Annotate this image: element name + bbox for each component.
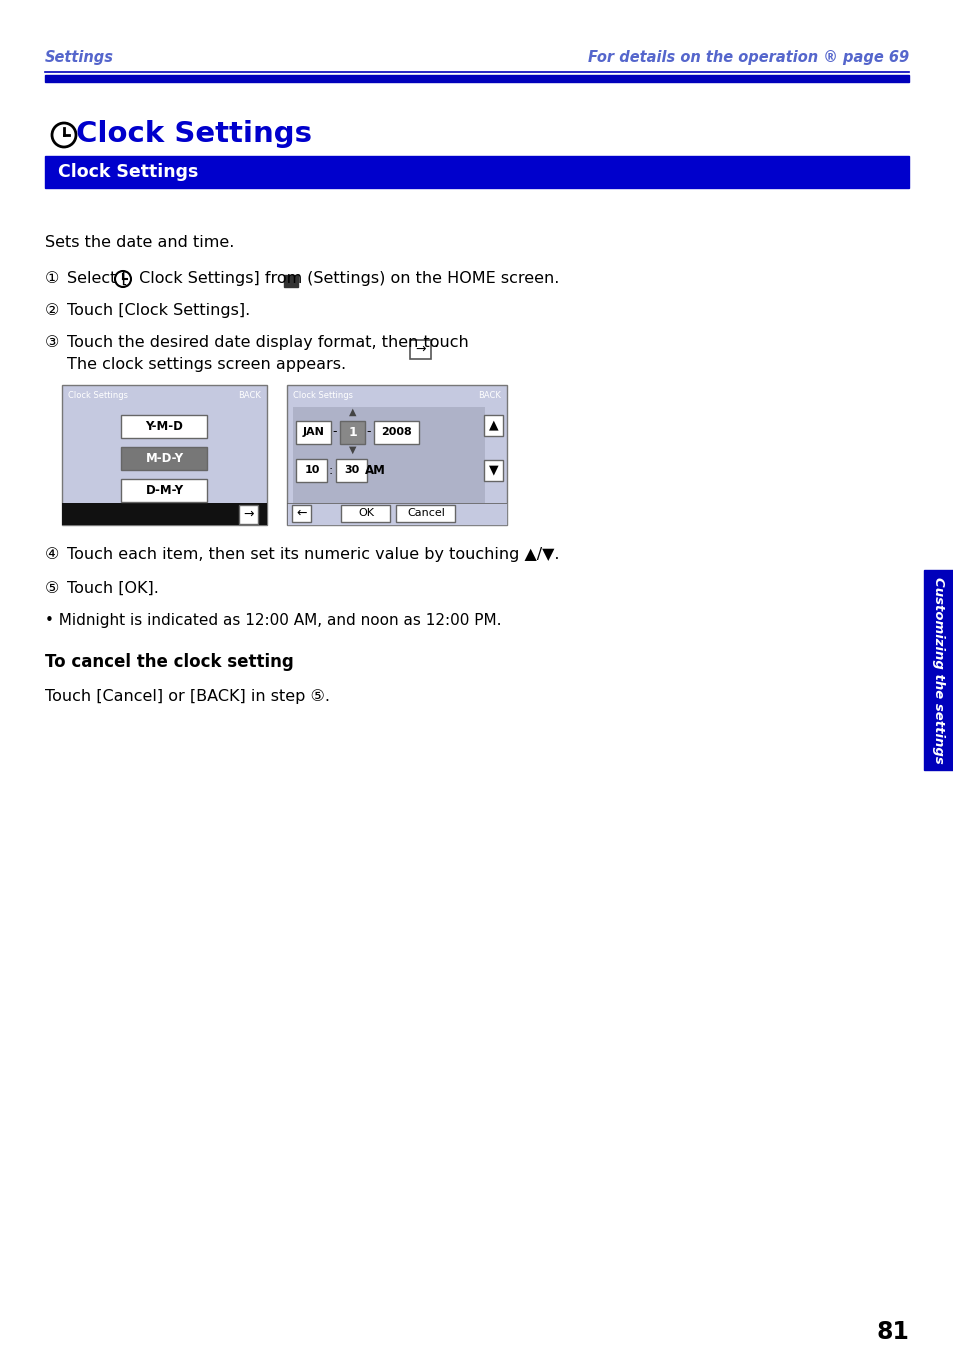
Text: The clock settings screen appears.: The clock settings screen appears.: [67, 357, 346, 372]
Text: ②: ②: [45, 303, 59, 318]
Text: Touch the desired date display format, then touch: Touch the desired date display format, t…: [67, 335, 474, 350]
Text: For details on the operation ® page 69: For details on the operation ® page 69: [587, 50, 908, 65]
Text: OK: OK: [357, 508, 374, 518]
Text: Clock Settings] from: Clock Settings] from: [133, 271, 307, 286]
Bar: [293, 407, 484, 503]
FancyBboxPatch shape: [375, 421, 419, 444]
Text: 30: 30: [344, 465, 359, 475]
Text: • Midnight is indicated as 12:00 AM, and noon as 12:00 PM.: • Midnight is indicated as 12:00 AM, and…: [45, 613, 501, 628]
Text: ▼: ▼: [349, 445, 356, 455]
Text: AM: AM: [364, 464, 385, 476]
Text: BACK: BACK: [477, 392, 500, 400]
Text: (Settings) on the HOME screen.: (Settings) on the HOME screen.: [302, 271, 558, 286]
Text: Sets the date and time.: Sets the date and time.: [45, 235, 234, 250]
Text: ▲: ▲: [489, 418, 498, 432]
Text: 2008: 2008: [381, 427, 412, 437]
Text: ⑤: ⑤: [45, 581, 59, 596]
FancyBboxPatch shape: [396, 505, 455, 521]
Text: D-M-Y: D-M-Y: [145, 483, 183, 497]
Text: ③: ③: [45, 335, 59, 350]
Text: Clock Settings: Clock Settings: [58, 163, 198, 180]
FancyBboxPatch shape: [121, 446, 208, 470]
FancyBboxPatch shape: [296, 421, 331, 444]
FancyBboxPatch shape: [121, 479, 208, 502]
Text: ①: ①: [45, 271, 59, 286]
Bar: [62, 503, 267, 525]
Text: To cancel the clock setting: To cancel the clock setting: [45, 653, 294, 670]
Text: Clock Settings: Clock Settings: [293, 392, 353, 400]
Text: JAN: JAN: [303, 427, 325, 437]
Text: Touch [Clock Settings].: Touch [Clock Settings].: [67, 303, 250, 318]
Text: 81: 81: [875, 1320, 908, 1343]
FancyBboxPatch shape: [121, 414, 208, 437]
FancyBboxPatch shape: [239, 505, 258, 524]
FancyBboxPatch shape: [296, 459, 327, 482]
Text: Customizing the settings: Customizing the settings: [931, 577, 944, 764]
FancyBboxPatch shape: [410, 339, 431, 358]
Text: →: →: [244, 508, 254, 521]
Text: Touch [Cancel] or [BACK] in step ⑤.: Touch [Cancel] or [BACK] in step ⑤.: [45, 689, 330, 704]
Text: 1: 1: [348, 426, 357, 438]
FancyBboxPatch shape: [341, 505, 390, 521]
Text: .: .: [433, 335, 437, 350]
Text: -: -: [366, 426, 371, 438]
Bar: [287, 385, 506, 525]
Text: Settings: Settings: [45, 50, 113, 65]
Text: Cancel: Cancel: [407, 508, 444, 518]
FancyBboxPatch shape: [484, 414, 503, 436]
Bar: [62, 385, 267, 525]
Text: Touch [OK].: Touch [OK].: [67, 581, 159, 596]
Text: Y-M-D: Y-M-D: [146, 419, 183, 433]
Bar: [287, 503, 506, 525]
Text: ▼: ▼: [489, 464, 498, 476]
Bar: [45, 156, 908, 189]
Text: :: :: [329, 464, 333, 476]
Text: M-D-Y: M-D-Y: [145, 452, 183, 464]
Text: -: -: [333, 426, 337, 438]
Text: ④: ④: [45, 547, 59, 562]
FancyBboxPatch shape: [336, 459, 367, 482]
Text: Clock Settings: Clock Settings: [76, 119, 312, 148]
Text: Touch each item, then set its numeric value by touching ▲/▼.: Touch each item, then set its numeric va…: [67, 547, 558, 562]
Bar: [45, 75, 908, 81]
Bar: [284, 275, 297, 286]
Bar: [287, 503, 506, 525]
Text: Select [: Select [: [67, 271, 128, 286]
FancyBboxPatch shape: [340, 421, 365, 444]
Text: ←: ←: [296, 506, 307, 520]
Text: ▲: ▲: [349, 407, 356, 417]
Text: Clock Settings: Clock Settings: [68, 392, 128, 400]
Text: BACK: BACK: [238, 392, 261, 400]
FancyBboxPatch shape: [293, 505, 312, 521]
FancyBboxPatch shape: [484, 460, 503, 480]
Text: 10: 10: [304, 465, 319, 475]
Text: →: →: [416, 342, 426, 356]
Bar: [923, 570, 953, 769]
